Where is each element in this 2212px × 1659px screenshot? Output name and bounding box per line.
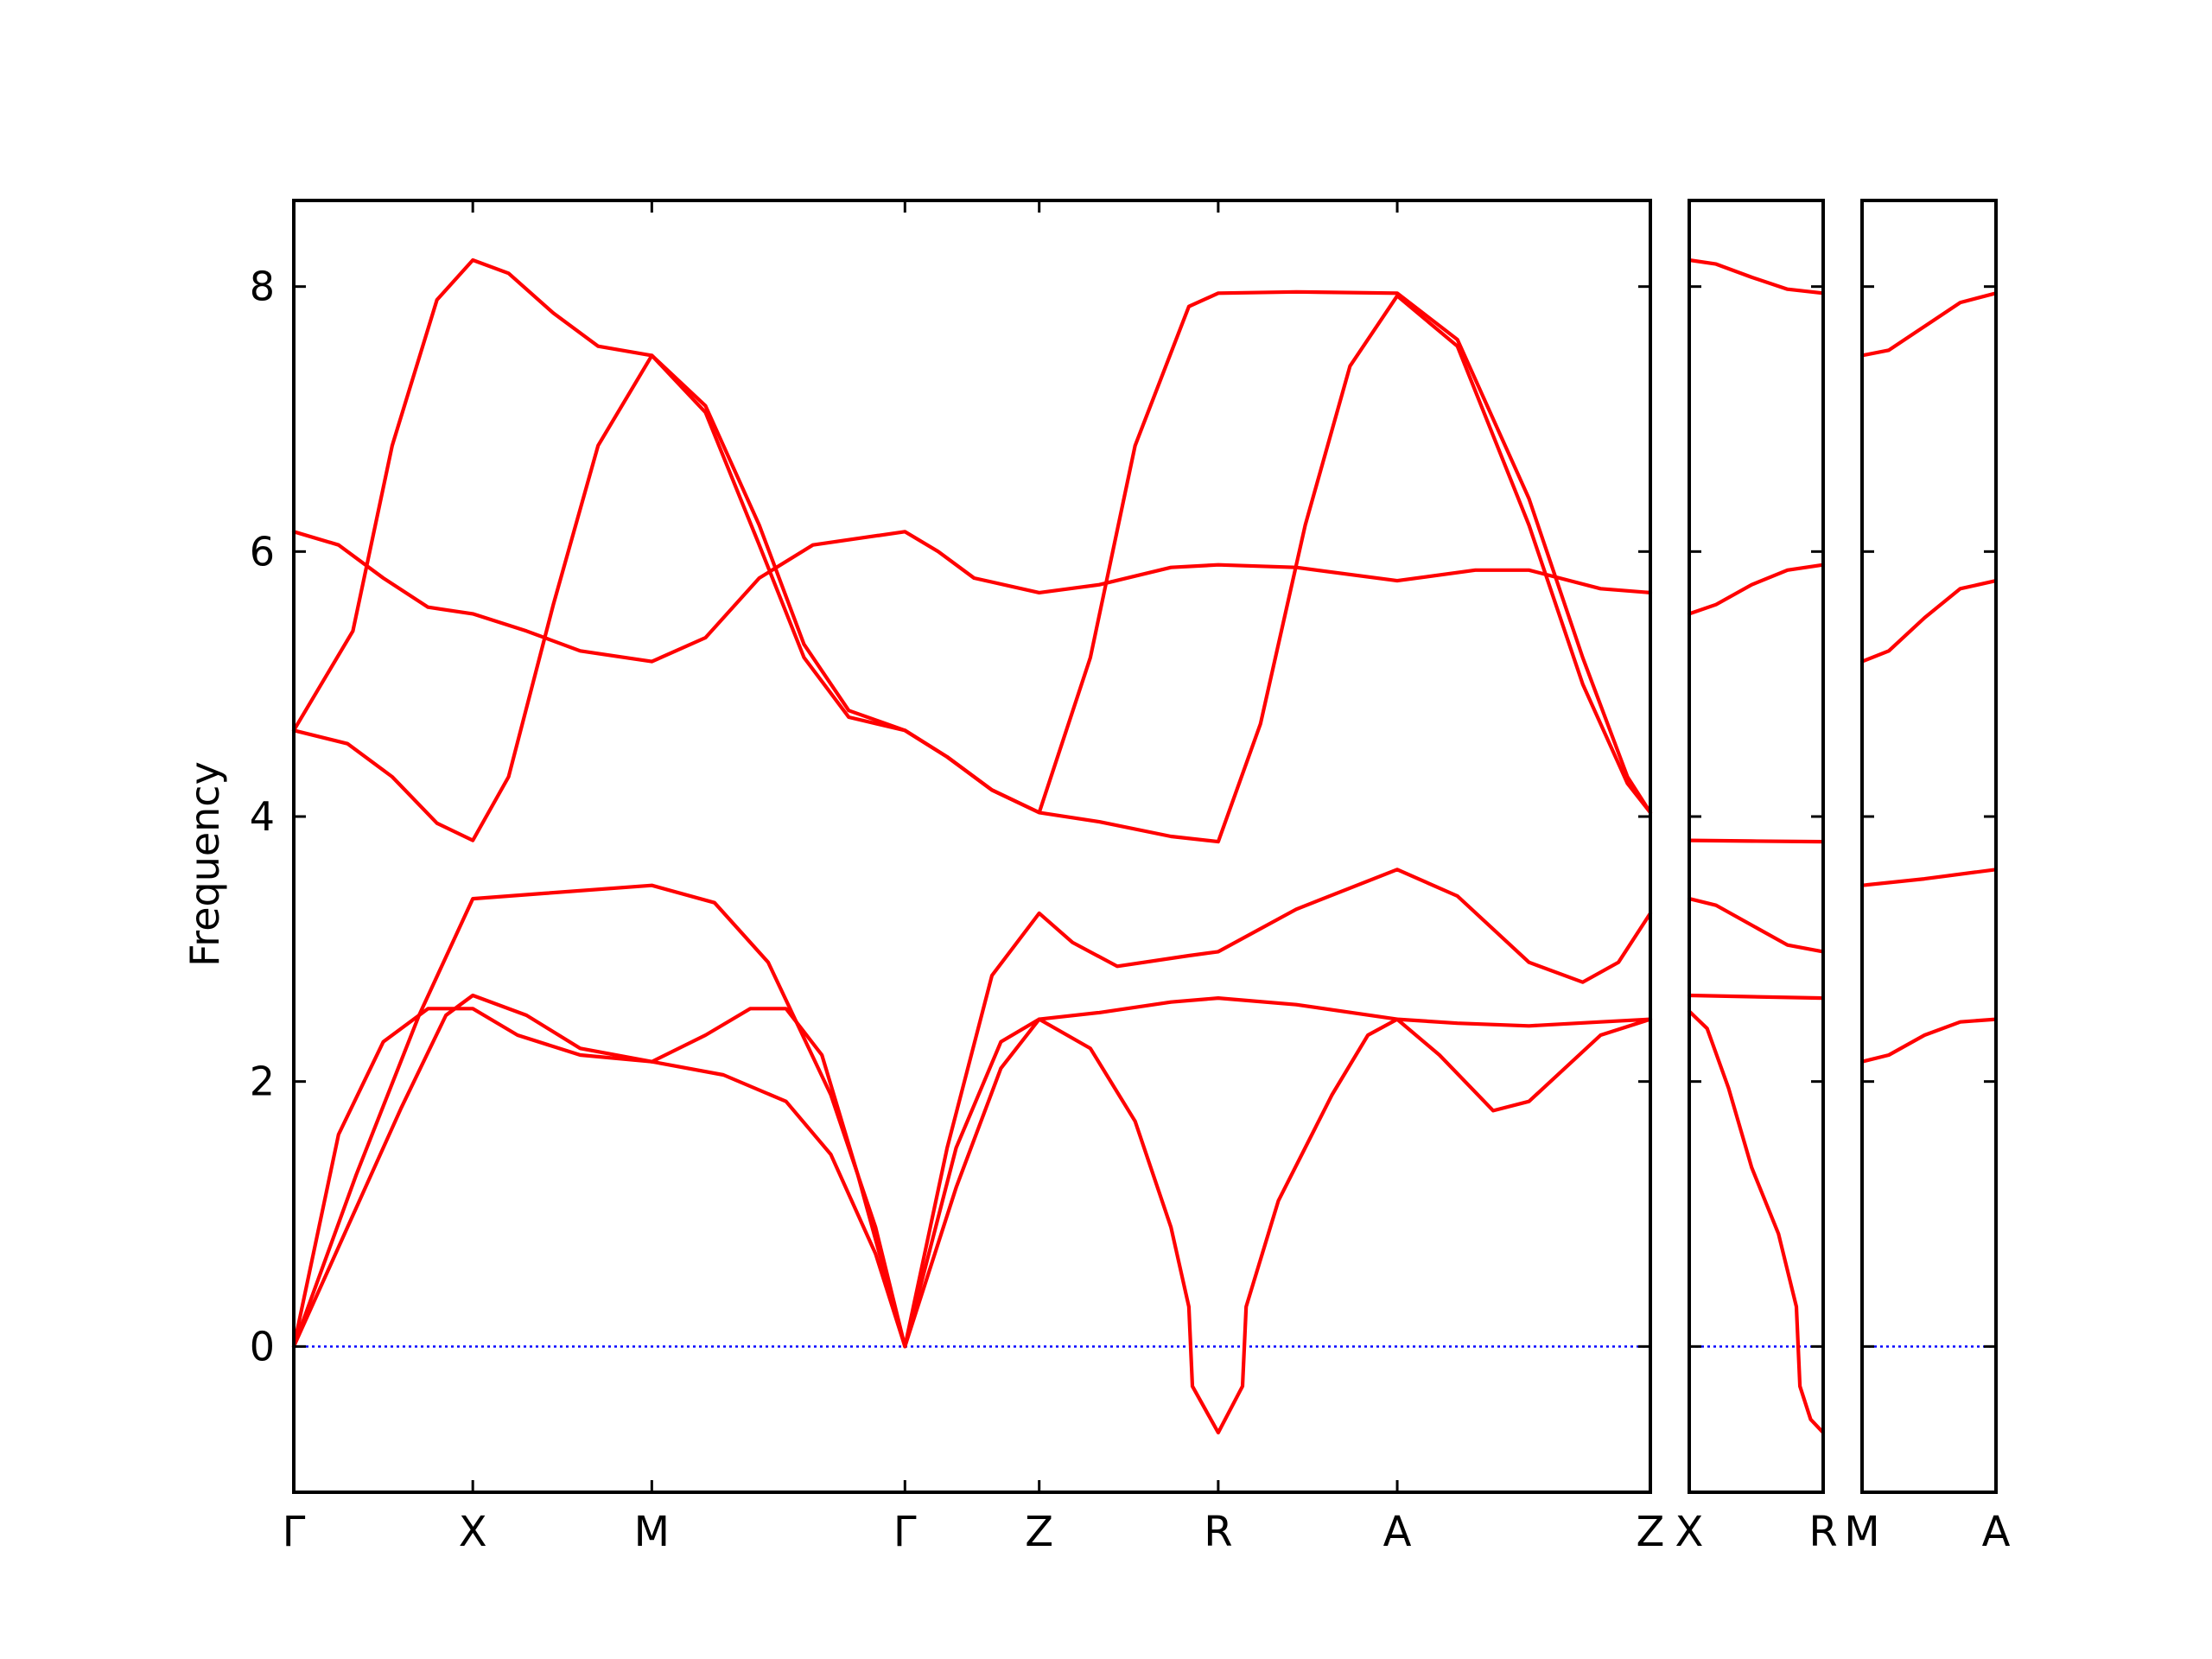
- band-4: [291, 996, 1653, 1349]
- y-tick-label: 4: [250, 793, 275, 840]
- panel-frame: [1688, 199, 1825, 1494]
- band-3: [291, 530, 1653, 664]
- band-2: [291, 294, 1653, 844]
- band-6: [1687, 1009, 1826, 1435]
- band-1: [1687, 257, 1826, 296]
- band-5: [291, 993, 1653, 1435]
- x-tick-label: R: [1808, 1508, 1837, 1556]
- x-tick-label: A: [1383, 1508, 1412, 1556]
- x-tick-label: Z: [1025, 1508, 1053, 1556]
- x-tick-label: Γ: [283, 1508, 306, 1556]
- band-2: [1687, 563, 1826, 616]
- band-5: [1687, 993, 1826, 1001]
- panel-frame: [292, 199, 1652, 1494]
- x-tick-label: R: [1204, 1508, 1232, 1556]
- band-3: [1859, 868, 1999, 887]
- y-axis-label: Frequency: [181, 761, 228, 967]
- x-tick-label: X: [459, 1508, 487, 1556]
- panel-1: 0 2 4 6 8 Γ X M Γ Z R A Z: [250, 199, 1665, 1556]
- x-tick-label: A: [1982, 1508, 2011, 1556]
- x-tick-label: M: [634, 1508, 670, 1556]
- band-1: [291, 257, 1653, 815]
- band-1: [1859, 291, 1999, 358]
- x-tick-label: Γ: [893, 1508, 917, 1556]
- x-tick-label: X: [1675, 1508, 1704, 1556]
- panel-frame: [1860, 199, 1998, 1494]
- band-4: [1859, 1017, 1999, 1064]
- x-tick-label: Z: [1637, 1508, 1665, 1556]
- band-6: [291, 868, 1653, 1349]
- x-tick-label: M: [1844, 1508, 1879, 1556]
- y-tick-label: 0: [250, 1323, 275, 1370]
- band-4: [1687, 897, 1826, 954]
- band-2: [1859, 579, 1999, 664]
- y-tick-label: 6: [250, 528, 275, 575]
- band-3: [1687, 838, 1826, 844]
- y-tick-label: 8: [250, 264, 275, 310]
- y-tick-label: 2: [250, 1058, 275, 1105]
